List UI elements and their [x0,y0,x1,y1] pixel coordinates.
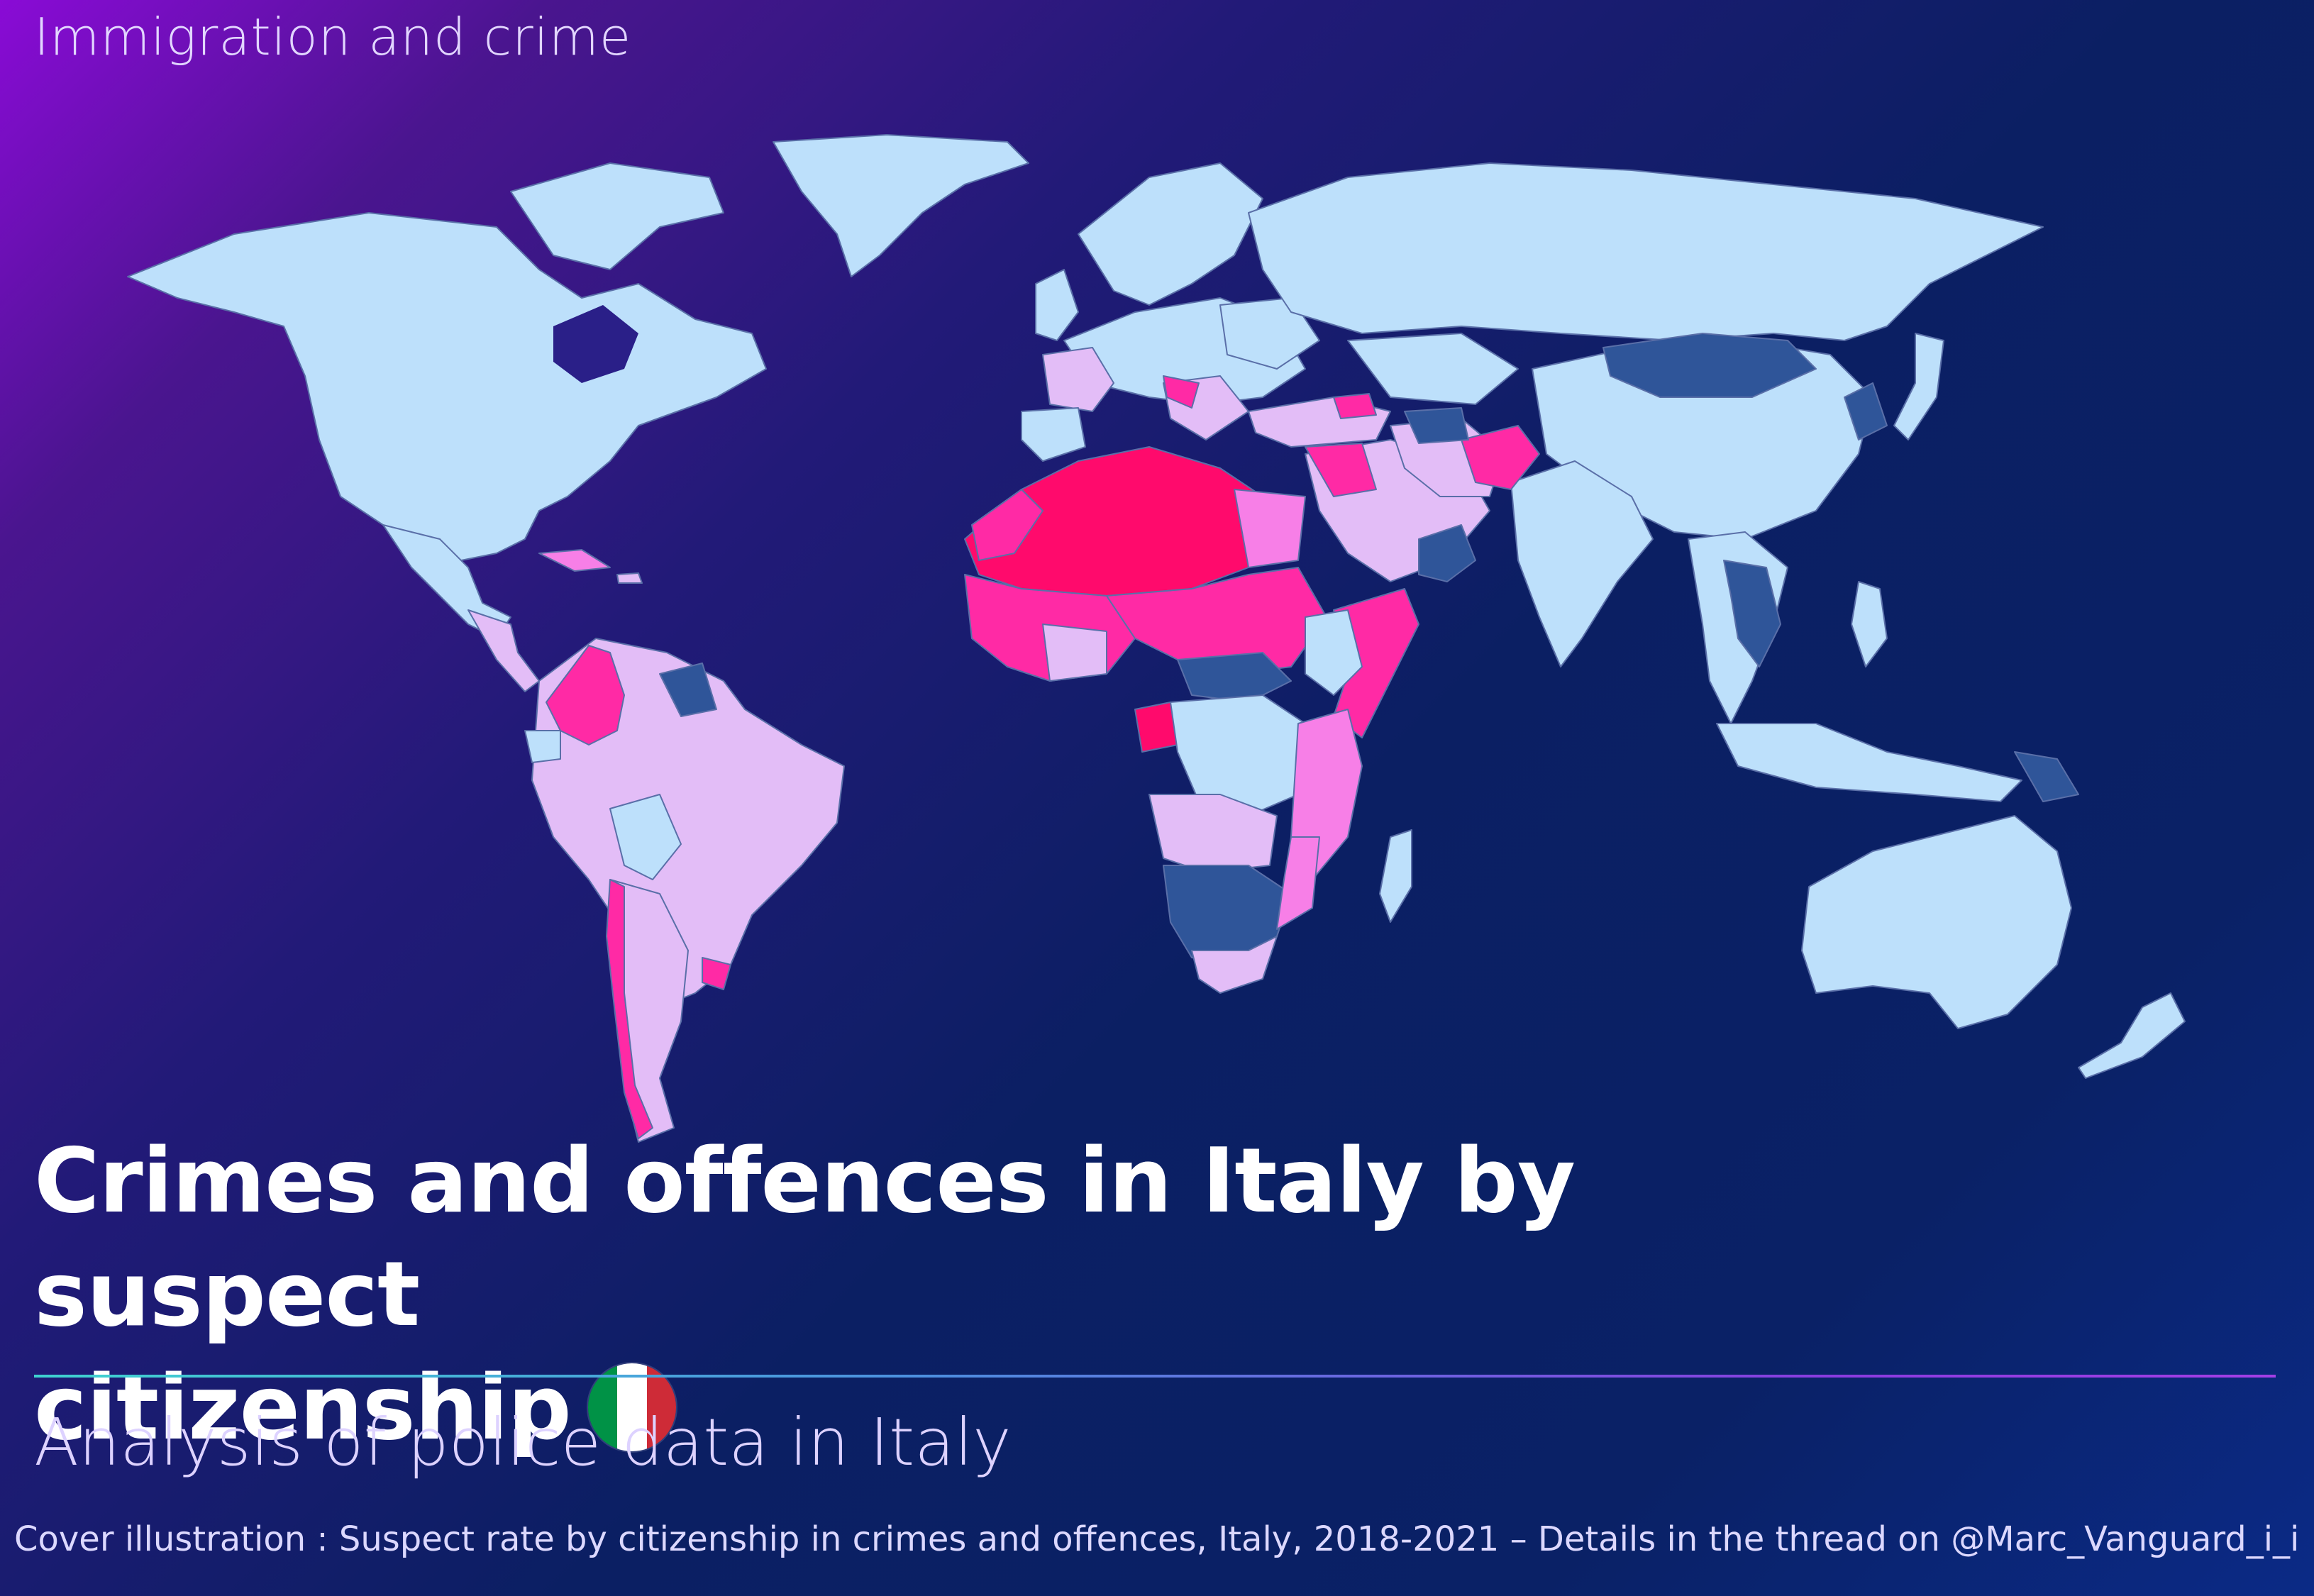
guyanas [659,663,717,717]
title-line-1: Crimes and offences in Italy by suspect [34,1129,1576,1346]
afghanistan [1461,425,1540,490]
angola-zambia [1148,794,1278,873]
georgia [1333,393,1377,419]
subtitle: Analysis of police data in Italy [34,1404,1012,1480]
iberia [1021,407,1086,462]
mongolia [1602,333,1817,398]
south-africa [1191,936,1278,994]
russia [1248,162,2044,341]
ukraine-belarus [1219,297,1320,370]
canada-arctic-islands [510,162,724,270]
mozambique [1276,836,1320,930]
chile [606,879,653,1139]
japan [1893,333,1944,440]
western-balkans [1163,375,1200,409]
title-line-2-text: citizenship [34,1356,572,1460]
gulf-of-guinea [1042,624,1107,682]
cuba [538,549,611,572]
ethiopia [1305,609,1363,696]
hudson-bay-water [553,305,638,383]
greenland [773,134,1029,277]
central-african-rep [1177,652,1292,703]
page-title: Crimes and offences in Italy by suspect … [34,1124,1850,1465]
central-america [467,609,540,692]
section-kicker: Immigration and crime [34,7,632,67]
philippines [1851,581,1888,667]
oman-yemen [1418,524,1476,582]
colombia [546,645,625,746]
scandinavia [1078,162,1263,306]
ecuador-bolivia [609,794,682,880]
india [1510,460,1654,667]
kazakhstan [1347,333,1519,405]
madagascar [1379,829,1412,923]
uruguay [702,957,731,990]
new-zealand [2078,992,2186,1079]
ecuador [524,730,561,763]
caption: Cover illustration : Suspect rate by cit… [14,1519,2300,1559]
korea-japan [1844,382,1888,440]
uk-ireland [1035,269,1079,341]
title-line-2: citizenship [34,1351,1850,1465]
indochina [1723,560,1781,667]
australia [1801,815,2072,1029]
papua-new-guinea [2014,751,2079,802]
central-africa [1170,694,1306,816]
egypt-sudan [1234,489,1306,568]
divider-line [34,1375,2276,1378]
turkmenistan [1404,407,1469,444]
caribbean-islands [616,572,643,584]
france [1042,347,1114,412]
morocco [971,489,1043,561]
indonesia [1716,723,2022,802]
iraq-syria [1305,443,1377,497]
north-america-mainland [127,212,767,582]
